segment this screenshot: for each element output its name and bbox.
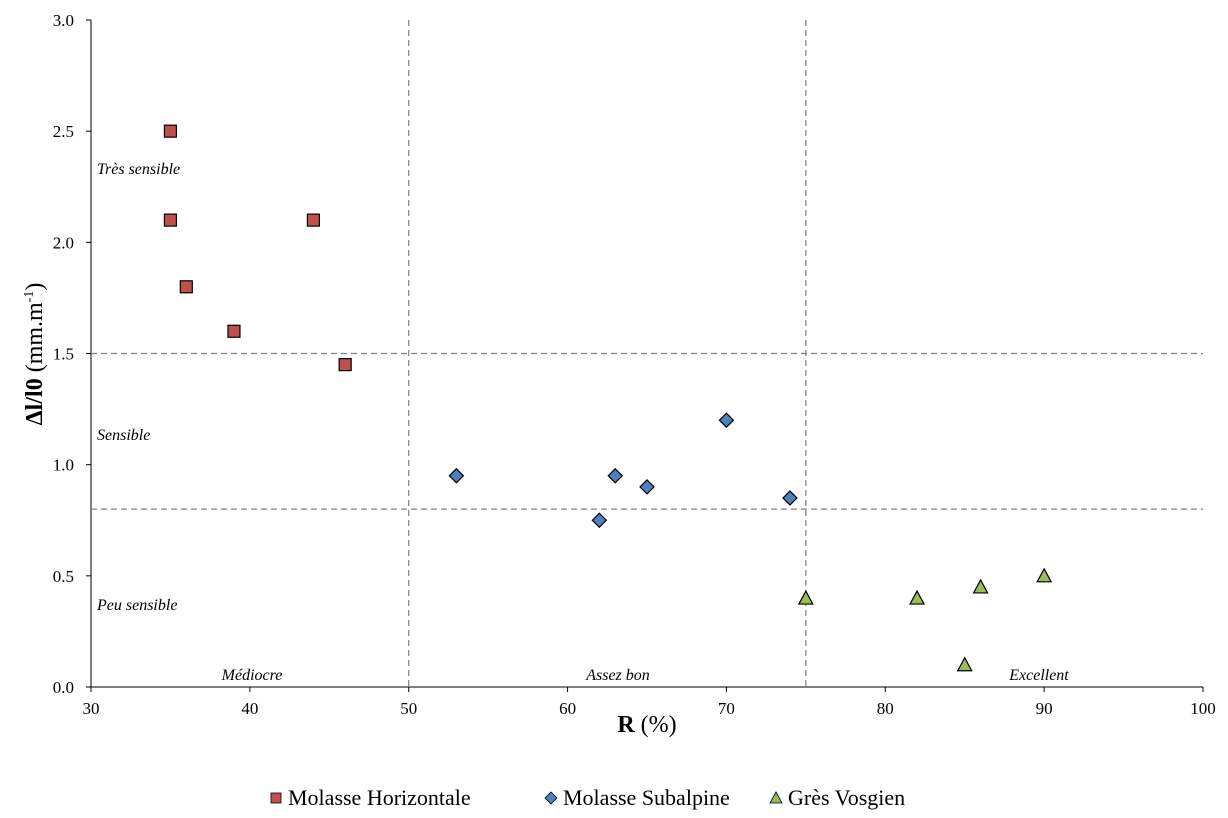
threshold-lines	[91, 20, 1203, 687]
data-point-diamond	[718, 412, 735, 429]
zone-label-peu-sensible: Peu sensible	[96, 597, 177, 614]
legend-marker-triangle	[769, 791, 783, 804]
series-diamond	[448, 412, 798, 529]
legend-label: Molasse Subalpine	[563, 785, 730, 810]
data-point-square	[338, 358, 352, 372]
data-point-diamond	[448, 467, 465, 484]
zone-label-excellent: Excellent	[1008, 667, 1069, 684]
legend-item: Grès Vosgien	[769, 785, 905, 810]
legend-label: Grès Vosgien	[788, 785, 905, 810]
data-point-square	[179, 280, 193, 294]
series-triangle	[797, 567, 1053, 672]
y-axis-ticks: 0.0 0.5 1.0 1.5 2.0 2.5 3.0	[53, 11, 91, 697]
x-tick-label: 100	[1190, 699, 1216, 718]
x-tick-label: 60	[559, 699, 576, 718]
data-point-triangle	[909, 589, 926, 605]
zone-label-sensible: Sensible	[97, 427, 150, 444]
x-tick-label: 90	[1036, 699, 1053, 718]
data-point-diamond	[591, 512, 608, 529]
zone-label-mediocre: Médiocre	[221, 667, 283, 684]
data-point-square	[163, 213, 178, 227]
x-tick-label: 30	[83, 699, 100, 718]
x-tick-label: 70	[718, 699, 735, 718]
data-point-diamond	[639, 479, 655, 495]
data-point-square	[306, 213, 320, 227]
y-tick-label: 0.5	[53, 567, 74, 586]
x-tick-label: 80	[877, 699, 894, 718]
series-square	[163, 124, 352, 372]
y-tick-label: 1.5	[53, 345, 74, 364]
zone-label-assez-bon: Assez bon	[585, 667, 650, 684]
y-axis-title: Δl/l0 (mm.m-1)	[22, 283, 48, 426]
legend-marker-square	[270, 792, 282, 804]
y-tick-label: 1.0	[53, 456, 74, 475]
x-axis-title: R (%)	[617, 712, 676, 738]
x-tick-label: 50	[400, 699, 417, 718]
legend-label: Molasse Horizontale	[288, 785, 471, 810]
x-axis-ticks: 30 40 50 60 70 80 90 100	[83, 687, 1216, 718]
data-point-triangle	[972, 578, 989, 594]
y-tick-label: 2.5	[53, 122, 74, 141]
y-tick-label: 0.0	[53, 678, 74, 697]
legend: Molasse Horizontale Molasse Subalpine Grès…	[270, 785, 905, 810]
data-point-triangle	[797, 589, 814, 605]
data-point-square	[227, 324, 241, 338]
y-tick-label: 2.0	[53, 233, 74, 252]
legend-item: Molasse Subalpine	[544, 785, 730, 810]
data-point-triangle	[956, 656, 973, 672]
data-point-triangle	[1036, 567, 1053, 583]
zone-label-tres-sensible: Très sensible	[97, 161, 180, 178]
data-points	[163, 124, 1053, 672]
data-point-diamond	[607, 467, 624, 484]
data-point-diamond	[782, 490, 798, 506]
legend-item: Molasse Horizontale	[270, 785, 471, 810]
y-tick-label: 3.0	[53, 11, 74, 30]
legend-marker-diamond	[544, 791, 558, 805]
x-tick-label: 40	[241, 699, 258, 718]
data-point-square	[163, 124, 178, 138]
